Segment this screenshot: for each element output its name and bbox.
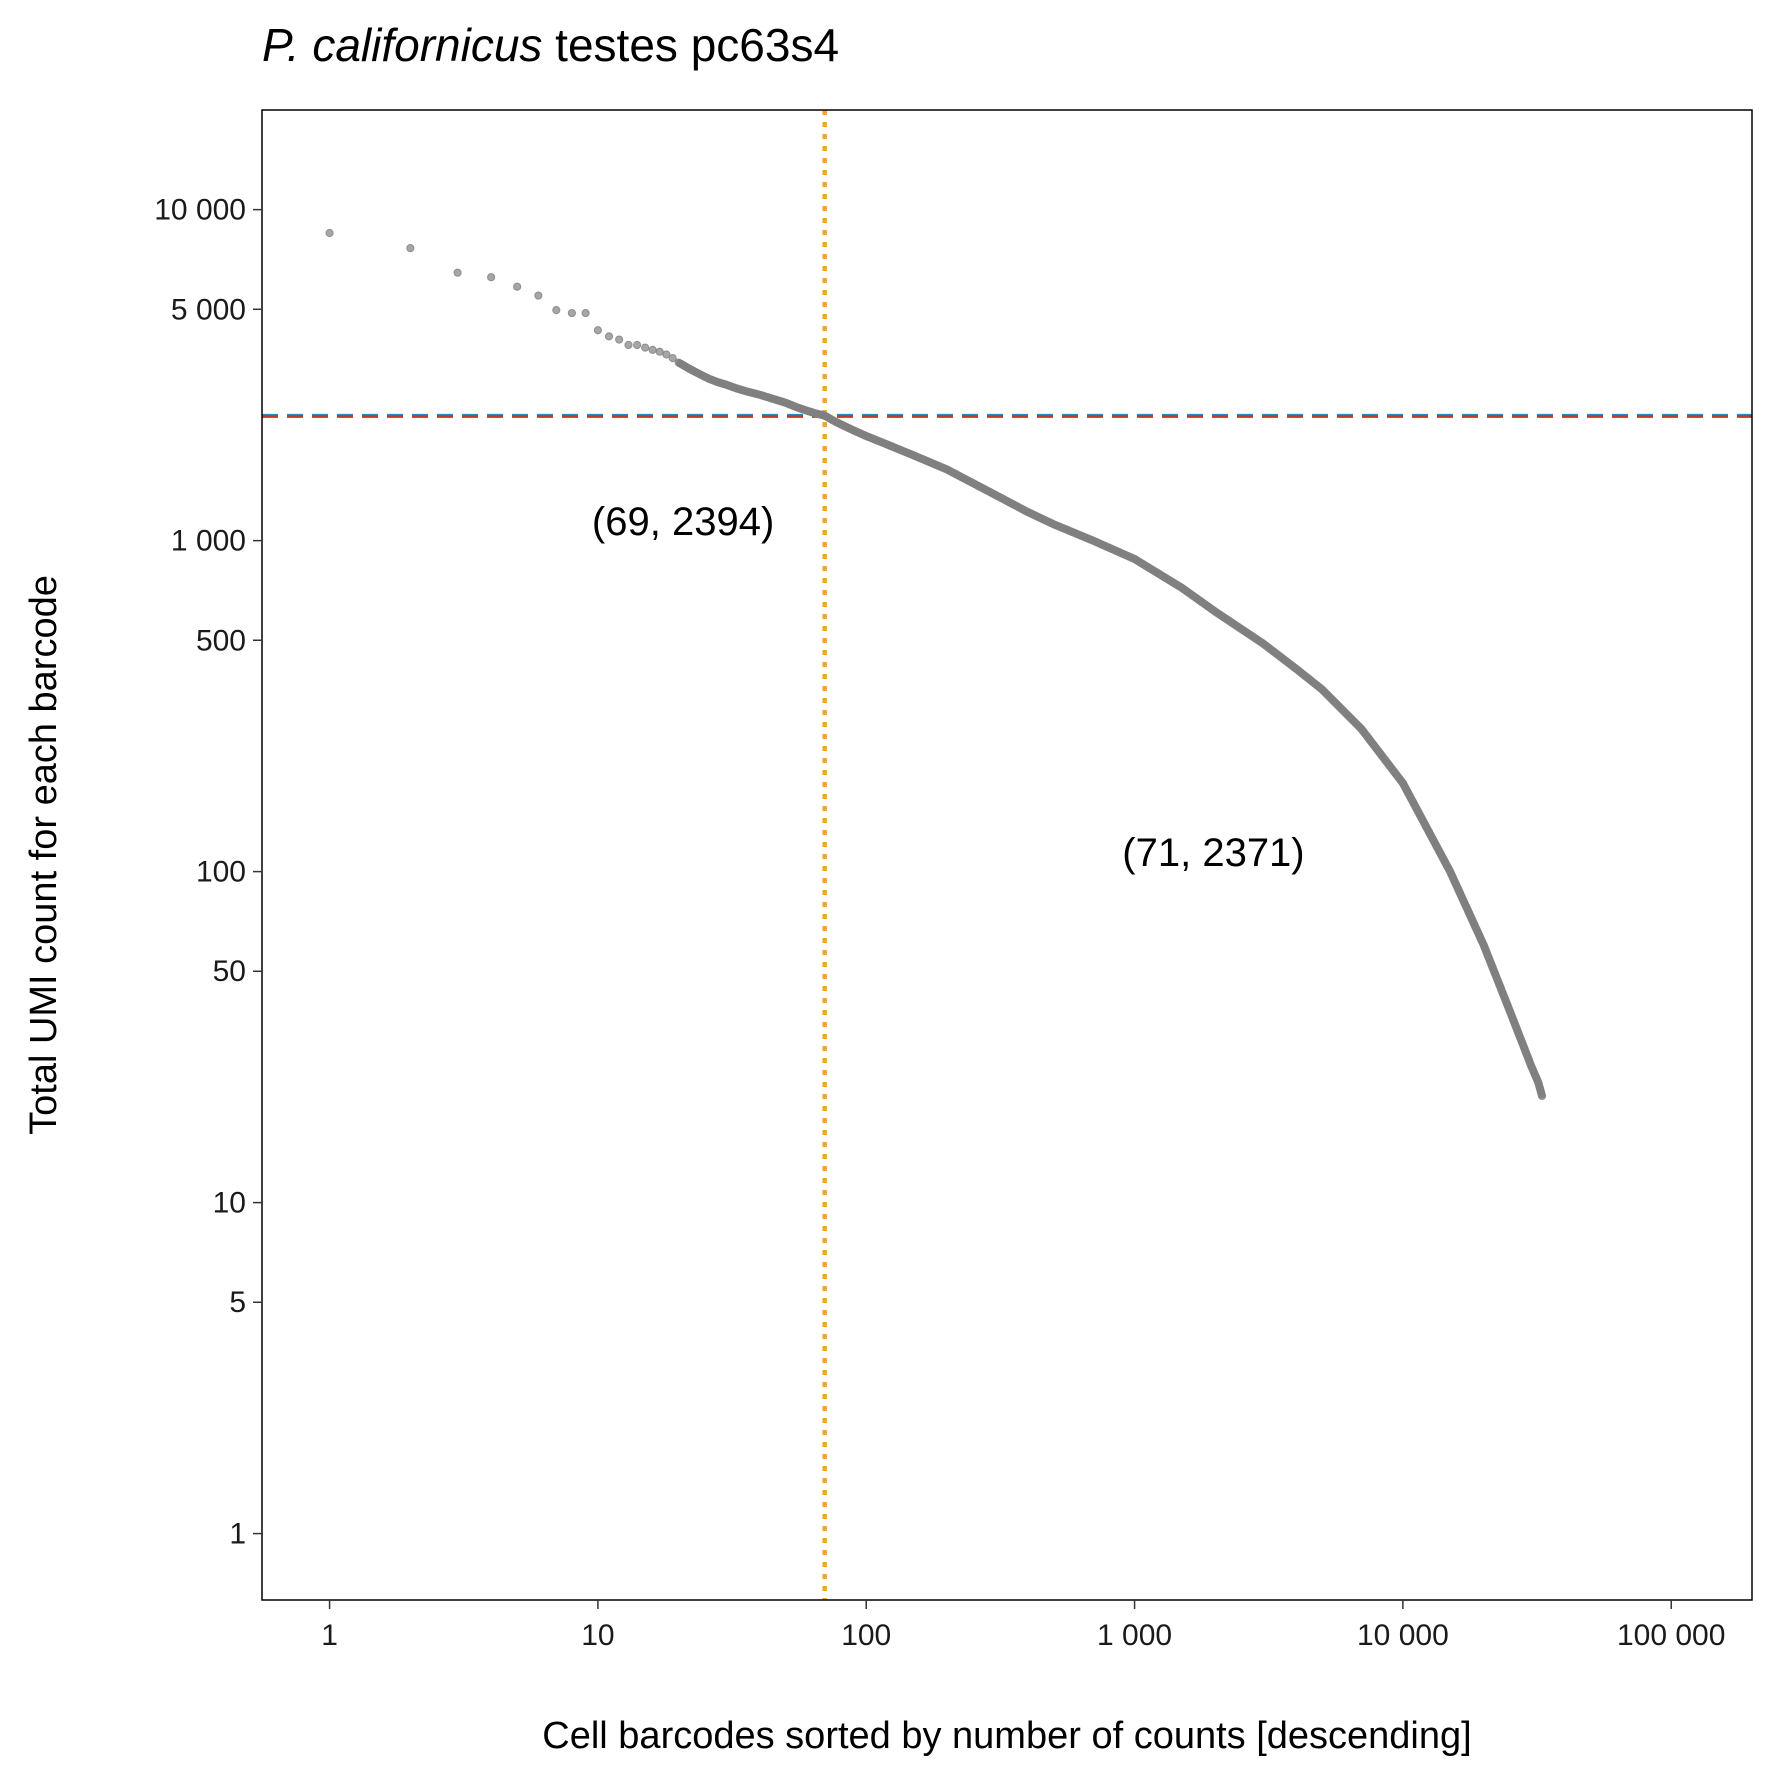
point-annotation: (71, 2371) bbox=[1122, 831, 1304, 875]
chart-title-italic: P. californicus bbox=[262, 19, 542, 71]
data-point bbox=[453, 268, 462, 277]
x-axis-title: Cell barcodes sorted by number of counts… bbox=[542, 1715, 1471, 1757]
data-point bbox=[593, 326, 603, 335]
data-point bbox=[633, 340, 642, 350]
x-tick-label: 100 bbox=[841, 1619, 891, 1652]
data-point bbox=[604, 332, 614, 341]
data-point bbox=[615, 335, 624, 344]
data-point bbox=[624, 340, 633, 350]
y-tick-label: 1 bbox=[229, 1518, 246, 1551]
y-tick-label: 10 bbox=[213, 1187, 246, 1220]
annotations: (69, 2394) (71, 2371) bbox=[592, 500, 1305, 875]
point-annotation: (69, 2394) bbox=[592, 500, 774, 544]
data-point bbox=[655, 347, 664, 356]
x-axis: 1 10 100 1 000 10 000 100 000 bbox=[321, 1600, 1725, 1652]
data-point bbox=[662, 350, 671, 359]
x-tick-label: 1 000 bbox=[1097, 1619, 1172, 1652]
data-point bbox=[567, 308, 576, 318]
data-point bbox=[513, 282, 522, 291]
x-tick-label: 1 bbox=[321, 1619, 338, 1652]
y-tick-label: 5 000 bbox=[171, 293, 246, 326]
data-point bbox=[534, 291, 543, 300]
data-point bbox=[648, 345, 657, 354]
chart-title: P. californicus testes pc63s4 bbox=[262, 19, 839, 71]
y-tick-label: 1 000 bbox=[171, 525, 246, 558]
reference-lines bbox=[262, 110, 1752, 1600]
x-tick-label: 10 000 bbox=[1357, 1619, 1449, 1652]
data-point bbox=[1537, 1090, 1546, 1099]
data-point bbox=[581, 308, 590, 318]
y-axis: 1 5 10 50 100 500 1 000 5 000 10 000 bbox=[154, 194, 262, 1551]
y-tick-label: 5 bbox=[229, 1286, 246, 1319]
y-tick-label: 10 000 bbox=[154, 194, 246, 227]
data-point bbox=[487, 273, 496, 282]
chart-title-rest: testes pc63s4 bbox=[542, 19, 839, 71]
data-point bbox=[668, 354, 677, 363]
y-axis-title: Total UMI count for each barcode bbox=[23, 575, 65, 1135]
x-tick-label: 10 bbox=[581, 1619, 614, 1652]
x-tick-label: 100 000 bbox=[1617, 1619, 1725, 1652]
data-point bbox=[552, 306, 561, 315]
data-points bbox=[325, 228, 1547, 1101]
data-point bbox=[641, 343, 650, 352]
data-point bbox=[406, 244, 415, 253]
plot-panel-border bbox=[261, 109, 1753, 1601]
y-tick-label: 500 bbox=[196, 624, 246, 657]
y-tick-label: 50 bbox=[213, 955, 246, 988]
y-tick-label: 100 bbox=[196, 856, 246, 889]
data-point bbox=[325, 228, 334, 238]
